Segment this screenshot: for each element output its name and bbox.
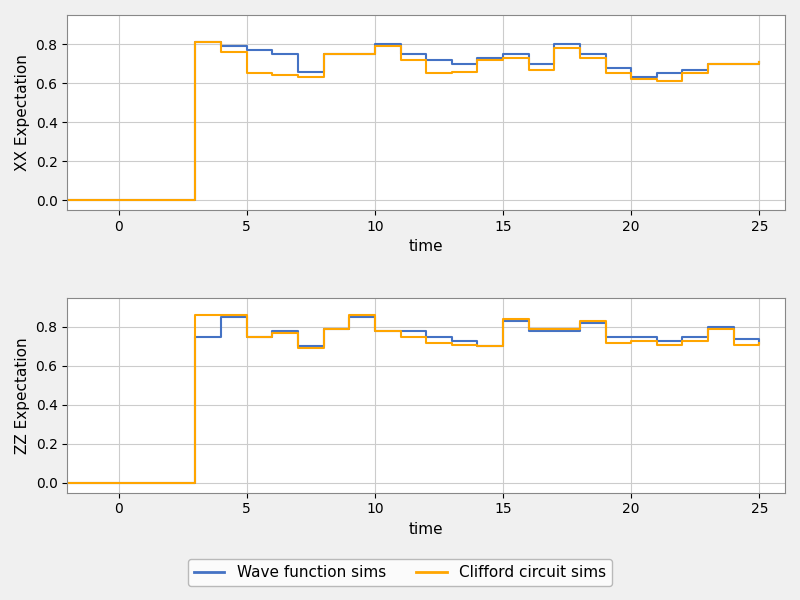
Y-axis label: XX Expectation: XX Expectation (15, 54, 30, 171)
X-axis label: time: time (409, 239, 443, 254)
Y-axis label: ZZ Expectation: ZZ Expectation (15, 337, 30, 454)
Legend: Wave function sims, Clifford circuit sims: Wave function sims, Clifford circuit sim… (188, 559, 612, 586)
X-axis label: time: time (409, 522, 443, 537)
